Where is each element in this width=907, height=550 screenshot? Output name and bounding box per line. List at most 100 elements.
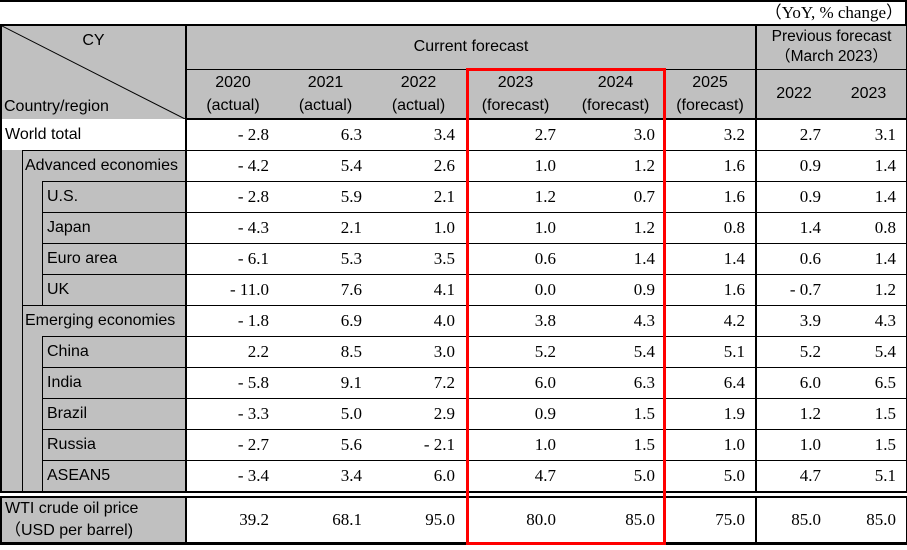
value-cell: 1.4 (665, 242, 756, 274)
value-cell: 8.5 (279, 335, 372, 367)
value-cell: 4.0 (372, 304, 465, 336)
row-label-cell: India (1, 367, 187, 398)
value-cell: - 2.1 (372, 428, 465, 460)
value-cell: 1.4 (831, 180, 907, 212)
value-cell: - 2.8 (186, 118, 279, 150)
previous-forecast-line2: （March 2023） (775, 48, 888, 66)
value-cell: 1.0 (465, 149, 566, 181)
value-cell: 4.1 (372, 273, 465, 305)
value-cell: 6.3 (566, 366, 665, 398)
value-cell: 5.4 (566, 335, 665, 367)
column-header-2020-actual: 2020 (actual) (186, 69, 279, 120)
row-label: UK (42, 274, 184, 305)
column-header-previous-2022: 2022 (755, 69, 831, 120)
value-cell: 4.2 (665, 304, 756, 336)
value-cell: 5.0 (665, 459, 756, 492)
wti-value-cell: 95.0 (372, 497, 465, 544)
wti-value-cell: 85.0 (566, 497, 665, 544)
yoy-unit-note: （YoY, % change） (0, 0, 907, 24)
value-cell: 2.9 (372, 397, 465, 429)
value-cell: 6.0 (465, 366, 566, 398)
value-cell: 4.3 (831, 304, 907, 336)
current-forecast-header: Current forecast (186, 25, 756, 70)
previous-forecast-line1: Previous forecast (771, 28, 892, 46)
value-cell: 6.4 (665, 366, 756, 398)
value-cell: - 2.8 (186, 180, 279, 212)
value-cell: 1.6 (665, 273, 756, 305)
value-cell: 2.1 (372, 180, 465, 212)
value-cell: 0.6 (465, 242, 566, 274)
value-cell: - 5.8 (186, 366, 279, 398)
row-label: China (42, 336, 184, 367)
table-row-uk: UK - 11.0 7.6 4.1 0.0 0.9 1.6- 0.7 1.2 (1, 273, 907, 305)
corner-header-cell: CY Country/region (1, 25, 187, 119)
table-row-emerging-economies: Emerging economies - 1.8 6.9 4.0 3.8 4.3 4.2 3.… (1, 304, 907, 336)
table-row-u-s-: U.S. - 2.8 5.9 2.1 1.2 0.7 1.6 0.9 1.4 (1, 180, 907, 212)
value-cell: 1.5 (566, 428, 665, 460)
row-label: ASEAN5 (42, 460, 184, 491)
value-cell: 1.2 (566, 149, 665, 181)
wti-value-cell: 75.0 (665, 497, 756, 544)
value-cell: 0.9 (755, 149, 831, 181)
value-cell: 1.6 (665, 149, 756, 181)
value-cell: 1.0 (665, 428, 756, 460)
value-cell: 3.2 (665, 118, 756, 150)
value-cell: 5.0 (566, 459, 665, 492)
row-label-cell: Euro area (1, 243, 187, 274)
table-row-wti: WTI crude oil price （USD per barrel) 39.… (1, 497, 907, 544)
row-label-cell: U.S. (1, 181, 187, 212)
value-cell: - 4.2 (186, 149, 279, 181)
row-label: Japan (42, 212, 184, 243)
value-cell: 5.9 (279, 180, 372, 212)
value-cell: 1.0 (465, 428, 566, 460)
row-label-cell: China (1, 336, 187, 367)
wti-value-cell: 39.2 (186, 497, 279, 544)
column-header-2022-actual: 2022 (actual) (372, 69, 465, 120)
value-cell: 1.9 (665, 397, 756, 429)
value-cell: 6.9 (279, 304, 372, 336)
row-label: India (42, 367, 184, 398)
wti-value-cell: 85.0 (755, 497, 831, 544)
diagonal-divider (2, 26, 184, 119)
table-row-russia: Russia - 2.7 5.6- 2.1 1.0 1.5 1.0 1.0 1.5 (1, 428, 907, 460)
value-cell: 2.2 (186, 335, 279, 367)
value-cell: 5.3 (279, 242, 372, 274)
value-cell: 1.5 (831, 428, 907, 460)
value-cell: 6.0 (755, 366, 831, 398)
value-cell: 0.8 (831, 211, 907, 243)
value-cell: 1.5 (566, 397, 665, 429)
value-cell: 2.7 (755, 118, 831, 150)
forecast-table: CY Country/region Current forecast Previ… (0, 24, 907, 493)
wti-value-cell: 80.0 (465, 497, 566, 544)
value-cell: 3.0 (372, 335, 465, 367)
value-cell: 1.4 (755, 211, 831, 243)
value-cell: - 11.0 (186, 273, 279, 305)
row-label-cell: World total (1, 119, 187, 150)
value-cell: 1.0 (465, 211, 566, 243)
table-row-brazil: Brazil - 3.3 5.0 2.9 0.9 1.5 1.9 1.2 1.5 (1, 397, 907, 429)
column-header-previous-2023: 2023 (831, 69, 907, 120)
value-cell: 2.6 (372, 149, 465, 181)
wti-label-line1: WTI crude oil price (5, 500, 139, 517)
previous-forecast-header: Previous forecast （March 2023） (755, 25, 907, 70)
value-cell: 5.2 (465, 335, 566, 367)
value-cell: 3.8 (465, 304, 566, 336)
table-row-china: China 2.2 8.5 3.0 5.2 5.4 5.1 5.2 5.4 (1, 335, 907, 367)
value-cell: 1.2 (566, 211, 665, 243)
value-cell: 7.6 (279, 273, 372, 305)
value-cell: 4.7 (755, 459, 831, 492)
table-row-euro-area: Euro area - 6.1 5.3 3.5 0.6 1.4 1.4 0.6 1.4 (1, 242, 907, 274)
value-cell: 5.6 (279, 428, 372, 460)
value-cell: 0.7 (566, 180, 665, 212)
value-cell: 1.5 (831, 397, 907, 429)
value-cell: 1.2 (831, 273, 907, 305)
column-header-2023-forecast: 2023 (forecast) (465, 69, 566, 120)
value-cell: 2.1 (279, 211, 372, 243)
value-cell: - 0.7 (755, 273, 831, 305)
table-row-japan: Japan - 4.3 2.1 1.0 1.0 1.2 0.8 1.4 0.8 (1, 211, 907, 243)
value-cell: 1.6 (665, 180, 756, 212)
value-cell: 3.0 (566, 118, 665, 150)
value-cell: 0.9 (566, 273, 665, 305)
value-cell: 4.7 (465, 459, 566, 492)
